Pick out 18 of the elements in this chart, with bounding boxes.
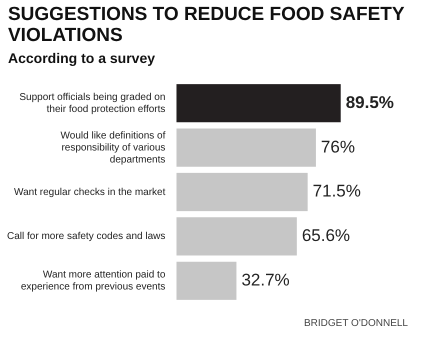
chart-subtitle: According to a survey (8, 50, 156, 66)
y-tick-label: Would like definitions of responsibility of various departments (60, 130, 166, 166)
y-tick-label: Call for more safety codes and laws (6, 231, 166, 242)
y-tick-label: Want more attention paid to experience from previous events (20, 270, 166, 293)
bar (176, 217, 297, 256)
data-label: 32.7% (241, 270, 290, 290)
bar (176, 262, 236, 300)
bar (176, 172, 308, 212)
chart-title: SUGGESTIONS TO REDUCE FOOD SAFETY VIOLATIONS (8, 4, 406, 46)
y-tick-label: Want regular checks in the market (14, 186, 166, 198)
bar (176, 84, 341, 122)
data-label: 65.6% (302, 226, 350, 246)
bar (176, 128, 316, 167)
y-tick-label: Support officials being graded on their food protection efforts (19, 92, 166, 115)
data-label: 89.5% (346, 92, 394, 112)
data-label: 76% (320, 137, 355, 156)
text: BRIDGET O'DONNELL (303, 318, 408, 329)
data-label: 71.5% (312, 182, 361, 201)
